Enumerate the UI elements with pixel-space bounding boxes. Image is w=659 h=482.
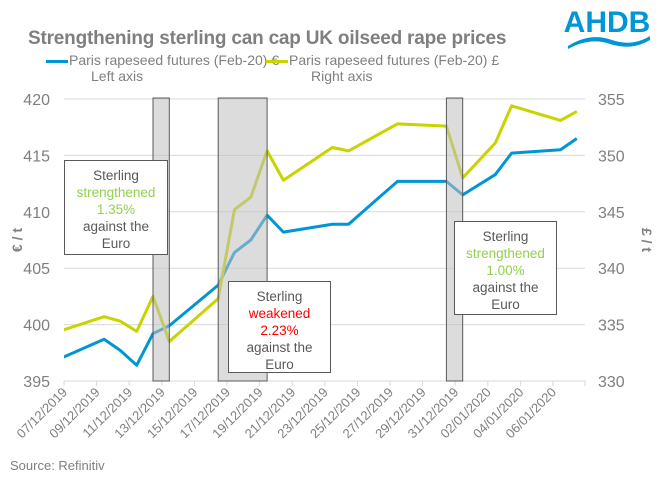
annotation-2-line1: Sterling [256,289,303,304]
annotation-box-3: Sterling strengthened 1.00% against the … [454,221,557,315]
annotation-2-line2: weakened [248,306,311,321]
annotation-1-percent: 1.35% [96,202,136,217]
annotation-box-2: Sterling weakened 2.23% against the Euro [228,281,331,373]
legend-label-eur: Paris rapeseed futures (Feb-20) € [69,52,280,68]
y-tick-label: 415 [23,148,50,165]
legend-swatch-gbp [266,59,288,63]
annotation-3-line1: Sterling [482,229,529,244]
legend: Paris rapeseed futures (Feb-20) € Left a… [0,52,659,88]
y-tick-label: 400 [23,318,50,335]
annotation-1-line5: Euro [101,236,131,251]
y-tick-label: 395 [23,374,50,391]
annotation-box-1: Sterling strengthened 1.35% against the … [64,160,168,255]
chart-title: Strengthening sterling can cap UK oilsee… [28,28,507,49]
ahdb-logo: AHDB [564,6,651,49]
y-tick-label: 410 [23,205,50,222]
y-axis-label: € / t [9,228,25,252]
legend-item-gbp: Paris rapeseed futures (Feb-20) £ Right … [266,52,499,84]
y2-tick-label: 355 [598,92,625,109]
annotation-3-line5: Euro [491,297,520,312]
legend-swatch-eur [46,59,68,63]
legend-label-gbp: Paris rapeseed futures (Feb-20) £ [289,52,500,68]
series-line-eur [64,137,578,367]
y-tick-label: 420 [23,92,50,109]
source-note: Source: Refinitiv [10,458,105,473]
annotation-3-line2: strengthened [466,246,545,261]
annotation-2-percent: 2.23% [260,323,299,338]
y2-tick-label: 335 [598,318,625,335]
annotation-2-line5: Euro [265,357,294,372]
y2-tick-label: 340 [598,261,625,278]
series-line-gbp [64,104,578,344]
y2-tick-label: 345 [598,205,625,222]
annotation-1-line2: strengthened [76,185,156,200]
annotation-2-line4: against the [246,340,313,355]
y2-tick-label: 350 [598,148,625,165]
annotation-3-percent: 1.00% [486,263,525,278]
legend-item-eur: Paris rapeseed futures (Feb-20) € Left a… [46,52,279,84]
y-tick-label: 405 [23,261,50,278]
logo-text: AHDB [564,6,651,39]
logo-wave-icon [568,36,650,49]
annotation-1-line4: against the [82,219,150,234]
legend-sub-gbp: Right axis [311,68,373,84]
annotation-1-line1: Sterling [93,168,139,183]
legend-sub-eur: Left axis [91,68,144,84]
annotation-3-line4: against the [472,280,539,295]
y2-axis-label: £ / t [639,228,655,252]
y2-tick-label: 330 [598,374,625,391]
